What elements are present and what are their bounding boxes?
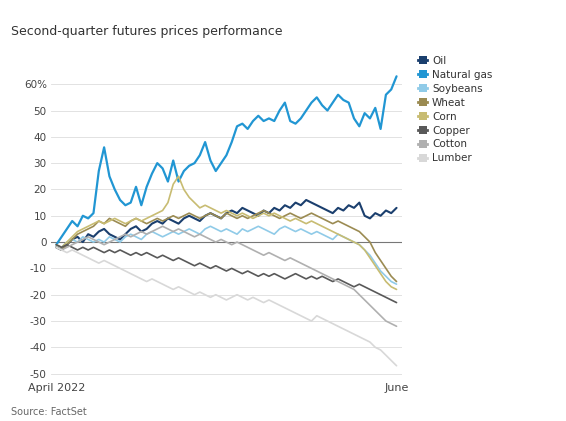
Legend: Oil, Natural gas, Soybeans, Wheat, Corn, Copper, Cotton, Lumber: Oil, Natural gas, Soybeans, Wheat, Corn,… (418, 56, 492, 163)
Text: Source: FactSet: Source: FactSet (11, 407, 87, 417)
Text: Second-quarter futures prices performance: Second-quarter futures prices performanc… (11, 25, 283, 38)
